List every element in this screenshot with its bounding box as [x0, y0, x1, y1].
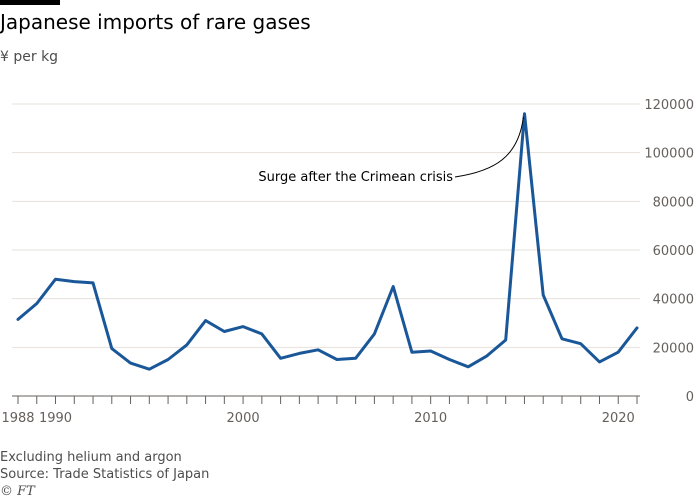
- data-point: [298, 352, 301, 355]
- data-point: [617, 351, 620, 354]
- data-point: [560, 337, 563, 340]
- annotations: Surge after the Crimean crisis: [258, 116, 524, 185]
- data-point: [242, 325, 245, 328]
- data-point: [167, 358, 170, 361]
- data-point: [35, 302, 38, 305]
- x-tick-label: 1990: [39, 411, 72, 426]
- y-axis-ticks: 0 20000 40000 60000 80000 100000 120000: [644, 98, 694, 405]
- data-point: [204, 319, 207, 322]
- series: [16, 112, 639, 371]
- data-point: [317, 348, 320, 351]
- y-tick-label: 60000: [653, 244, 694, 259]
- y-tick-label: 80000: [653, 195, 694, 210]
- data-point: [54, 278, 57, 281]
- data-point: [485, 354, 488, 357]
- series-line: [16, 112, 639, 371]
- x-tick-label: 2020: [602, 411, 635, 426]
- data-point: [542, 294, 545, 297]
- data-point: [260, 332, 263, 335]
- data-point: [148, 368, 151, 371]
- data-point: [92, 281, 95, 284]
- data-point: [598, 360, 601, 363]
- annotation-leader-line: [454, 116, 524, 178]
- data-point: [523, 112, 526, 115]
- data-point: [110, 347, 113, 350]
- data-point: [279, 357, 282, 360]
- annotation-label: Surge after the Crimean crisis: [258, 170, 453, 185]
- data-point: [448, 358, 451, 361]
- data-point: [185, 343, 188, 346]
- x-tick-label: 2010: [414, 411, 447, 426]
- gridlines: [12, 103, 640, 348]
- footnote: Excluding helium and argon: [0, 450, 182, 465]
- data-point: [429, 349, 432, 352]
- data-point: [354, 357, 357, 360]
- ft-credit: © FT: [0, 484, 35, 499]
- data-point: [335, 358, 338, 361]
- data-point: [373, 332, 376, 335]
- data-point: [17, 318, 20, 321]
- y-tick-label: 120000: [644, 98, 694, 113]
- data-point: [392, 285, 395, 288]
- ft-top-bar: [0, 0, 60, 5]
- x-tick-label: 2000: [227, 411, 260, 426]
- data-point: [73, 280, 76, 283]
- y-tick-label: 20000: [653, 341, 694, 356]
- chart-title: Japanese imports of rare gases: [0, 10, 311, 34]
- data-point: [636, 326, 639, 329]
- y-tick-label: 100000: [644, 147, 694, 162]
- data-point: [410, 351, 413, 354]
- source-note: Source: Trade Statistics of Japan: [0, 467, 210, 482]
- data-point: [579, 342, 582, 345]
- data-point: [223, 330, 226, 333]
- data-point: [504, 339, 507, 342]
- y-tick-label: 40000: [653, 293, 694, 308]
- chart-subtitle: ¥ per kg: [0, 49, 59, 65]
- x-tick-label: 1988: [1, 411, 34, 426]
- y-tick-label: 0: [686, 390, 694, 405]
- data-point: [467, 365, 470, 368]
- data-point: [129, 362, 132, 365]
- x-axis: 1988 1990 2000 2010 2020: [1, 395, 640, 426]
